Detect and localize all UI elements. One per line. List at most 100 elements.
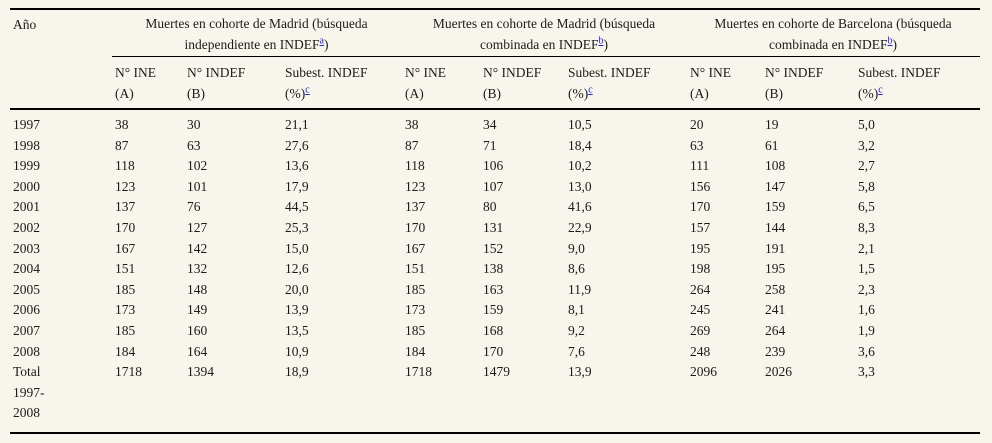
table-row: 2006 173 149 13,9 173 159 8,1 245 241 1,6 — [10, 300, 980, 321]
data-cell: 41,6 — [568, 199, 592, 215]
data-cell: 13,6 — [285, 158, 309, 174]
data-cell: 142 — [187, 240, 208, 256]
col-header-line2: (%) — [858, 86, 879, 101]
data-cell: 12,6 — [285, 261, 309, 277]
table-row: 1997 38 30 21,1 38 34 10,5 20 19 5,0 — [10, 109, 980, 136]
data-cell: 80 — [483, 199, 497, 215]
group-header-close: ) — [603, 37, 608, 52]
col-header-ine: N° INE (A) — [402, 56, 480, 110]
data-cell: 164 — [187, 343, 208, 359]
group-header-row: Año Muertes en cohorte de Madrid (búsque… — [10, 9, 981, 110]
data-cell: 239 — [765, 343, 786, 359]
col-header-line1: N° INDEF — [483, 65, 542, 80]
data-cell: 8,1 — [568, 302, 585, 318]
col-header-line1: N° INDEF — [765, 65, 824, 80]
data-cell: 118 — [405, 158, 425, 174]
data-cell: 108 — [765, 158, 786, 174]
row-year-cell: 2007 — [13, 322, 40, 338]
footnote-link-b[interactable]: b — [887, 35, 893, 47]
data-cell: 27,6 — [285, 137, 309, 153]
table-row: 2005 185 148 20,0 185 163 11,9 264 258 2,3 — [10, 280, 980, 301]
data-cell: 63 — [187, 137, 201, 153]
data-cell: 13,9 — [568, 364, 592, 380]
row-year-cell: 2002 — [13, 219, 40, 235]
footnote-link-c[interactable]: c — [878, 84, 883, 96]
data-cell: 87 — [405, 137, 419, 153]
footnote-link-c[interactable]: c — [588, 84, 593, 96]
col-header-subest: Subest. INDEF (%)c — [565, 56, 687, 110]
data-cell: 13,0 — [568, 178, 592, 194]
data-cell: 61 — [765, 137, 779, 153]
data-cell: 2,1 — [858, 240, 875, 256]
footnote-link-c[interactable]: c — [305, 84, 310, 96]
data-cell: 38 — [405, 117, 419, 132]
footnote-link-b[interactable]: b — [598, 35, 604, 47]
data-cell: 185 — [405, 281, 426, 297]
data-cell: 137 — [405, 199, 426, 215]
data-cell: 44,5 — [285, 199, 309, 215]
data-cell: 10,5 — [568, 117, 592, 132]
table-row: 2001 137 76 44,5 137 80 41,6 170 159 6,5 — [10, 197, 980, 218]
data-cell: 264 — [765, 322, 786, 338]
group-header-text: Muertes en cohorte de Madrid (búsqueda i… — [145, 16, 368, 52]
col-header-line1: N° INE — [690, 65, 732, 80]
data-cell: 1718 — [115, 364, 142, 380]
data-cell: 9,2 — [568, 322, 585, 338]
col-header-line2: (A) — [405, 86, 424, 101]
data-cell: 258 — [765, 281, 786, 297]
data-cell: 18,4 — [568, 137, 592, 153]
row-year-cell: 2001 — [13, 199, 40, 215]
data-cell: 173 — [115, 302, 136, 318]
col-header-line1: N° INDEF — [187, 65, 246, 80]
row-year-cell: 1999 — [13, 158, 40, 174]
column-header-row: N° INE (A) N° INDEF (B) Subest. INDEF (%)c … — [10, 56, 981, 110]
data-cell: 195 — [690, 240, 711, 256]
data-cell: 167 — [405, 240, 426, 256]
data-cell: 159 — [765, 199, 786, 215]
data-cell: 185 — [115, 322, 136, 338]
data-cell: 1,6 — [858, 302, 875, 318]
col-header-subest: Subest. INDEF (%)c — [282, 56, 402, 110]
data-cell: 147 — [765, 178, 786, 194]
table-row: 2004 151 132 12,6 151 138 8,6 198 195 1,5 — [10, 259, 980, 280]
data-cell: 170 — [483, 343, 504, 359]
data-cell: 13,9 — [285, 302, 309, 318]
data-cell: 123 — [115, 178, 136, 194]
data-cell: 2096 — [690, 364, 717, 380]
col-header-line2: (%) — [285, 86, 306, 101]
data-cell: 25,3 — [285, 219, 309, 235]
data-cell: 132 — [187, 261, 208, 277]
data-cell: 184 — [115, 343, 136, 359]
data-cell: 152 — [483, 240, 504, 256]
group-header-close: ) — [323, 37, 329, 52]
data-cell: 170 — [690, 199, 711, 215]
data-cell: 137 — [115, 199, 136, 215]
data-cell: 151 — [115, 261, 136, 277]
col-header-indef: N° INDEF (B) — [480, 56, 565, 110]
data-cell: 106 — [483, 158, 504, 174]
footnote-link-a[interactable]: a — [319, 35, 324, 47]
data-cell: 3,2 — [858, 137, 875, 153]
table-row: 2003 167 142 15,0 167 152 9,0 195 191 2,1 — [10, 239, 980, 260]
data-cell: 30 — [187, 117, 201, 132]
data-cell: 11,9 — [568, 281, 592, 297]
year-column-header: Año — [10, 9, 112, 110]
group-header-text: Muertes en cohorte de Madrid (búsqueda c… — [432, 16, 656, 52]
data-cell: 3,6 — [858, 343, 875, 359]
data-cell: 1394 — [187, 364, 214, 380]
data-cell: 160 — [187, 322, 208, 338]
data-cell: 170 — [405, 219, 426, 235]
data-cell: 1718 — [405, 364, 432, 380]
data-cell: 34 — [483, 117, 497, 132]
data-cell: 151 — [405, 261, 426, 277]
data-cell: 102 — [187, 158, 208, 174]
data-cell: 173 — [405, 302, 426, 318]
col-header-indef: N° INDEF (B) — [184, 56, 282, 110]
col-header-line2: (B) — [187, 86, 205, 101]
table-row: 2002 170 127 25,3 170 131 22,9 157 144 8,3 — [10, 218, 980, 239]
data-cell: 1479 — [483, 364, 510, 380]
data-cell: 185 — [405, 322, 426, 338]
data-cell: 5,0 — [858, 117, 875, 132]
col-header-line2: (A) — [115, 86, 134, 101]
data-cell: 149 — [187, 302, 208, 318]
